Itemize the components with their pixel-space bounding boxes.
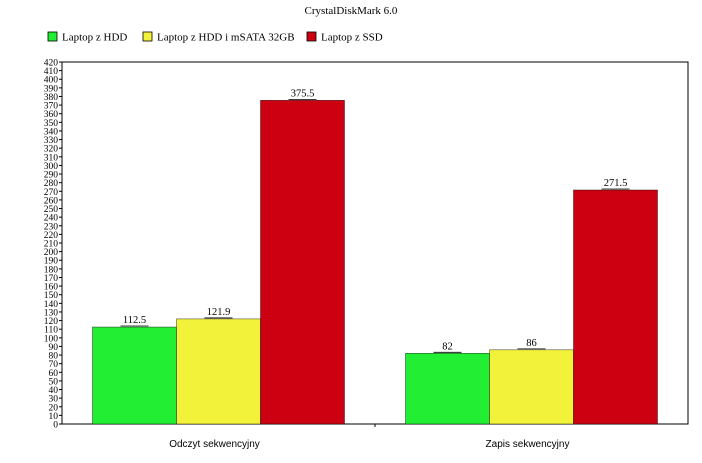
y-tick-label: 230	[44, 222, 59, 232]
y-tick-label: 50	[49, 377, 59, 387]
y-tick-label: 30	[49, 395, 59, 405]
bar	[573, 189, 658, 425]
y-tick-label: 170	[44, 274, 59, 284]
y-tick-label: 70	[49, 360, 59, 370]
y-tick-label: 400	[44, 76, 59, 86]
y-tick-label: 110	[44, 326, 58, 336]
y-tick-label: 40	[49, 386, 59, 396]
data-label: 271.5	[604, 178, 628, 189]
y-tick-label: 330	[44, 136, 59, 146]
y-tick-label: 100	[44, 334, 59, 344]
bar	[260, 100, 345, 425]
y-tick-label: 120	[44, 317, 59, 327]
bar	[405, 353, 490, 425]
bars: 112.5 121.9 375.5 82 86 271.5	[92, 88, 658, 425]
y-tick-label: 200	[44, 248, 59, 258]
data-label: 112.5	[123, 315, 146, 326]
x-tick-label: Odczyt sekwencyjny	[169, 439, 260, 450]
legend-label: Laptop z SSD	[321, 32, 383, 44]
y-tick-label: 160	[44, 283, 59, 293]
y-tick-label: 380	[44, 93, 59, 103]
y-tick-label: 150	[44, 291, 59, 301]
x-axis: Odczyt sekwencyjny Zapis sekwencyjny	[169, 424, 569, 450]
y-tick-label: 20	[49, 403, 59, 413]
y-tick-label: 190	[44, 257, 59, 267]
legend-swatch	[306, 31, 317, 42]
x-tick-label: Zapis sekwencyjny	[486, 439, 570, 450]
legend-label: Laptop z HDD i mSATA 32GB	[157, 32, 295, 44]
y-tick-label: 280	[44, 179, 59, 189]
y-tick-label: 260	[44, 196, 59, 206]
y-tick-label: 250	[44, 205, 59, 215]
chart-title: CrystalDiskMark 6.0	[305, 5, 398, 17]
data-label: 82	[442, 341, 453, 352]
y-tick-label: 0	[53, 421, 58, 431]
data-label: 375.5	[291, 88, 315, 99]
legend-swatch	[47, 31, 58, 42]
y-tick-label: 80	[49, 352, 59, 362]
bar	[176, 318, 261, 425]
y-tick-label: 180	[44, 265, 59, 275]
y-tick-label: 140	[44, 300, 59, 310]
bar	[92, 326, 177, 425]
y-axis: 0102030405060708090100110120130140150160…	[44, 59, 62, 431]
y-tick-label: 360	[44, 110, 59, 120]
legend-swatch	[142, 31, 153, 42]
y-tick-label: 310	[44, 153, 59, 163]
y-tick-label: 340	[44, 127, 59, 137]
y-tick-label: 210	[44, 240, 59, 250]
y-tick-label: 90	[49, 343, 59, 353]
y-tick-label: 220	[44, 231, 59, 241]
y-tick-label: 320	[44, 145, 59, 155]
y-tick-label: 420	[44, 59, 59, 69]
y-tick-label: 350	[44, 119, 59, 129]
y-tick-label: 390	[44, 84, 59, 94]
y-tick-label: 300	[44, 162, 59, 172]
legend-label: Laptop z HDD	[62, 32, 127, 44]
y-tick-label: 290	[44, 171, 59, 181]
y-tick-label: 130	[44, 308, 59, 318]
y-tick-label: 240	[44, 214, 59, 224]
y-tick-label: 10	[49, 412, 59, 422]
y-tick-label: 270	[44, 188, 59, 198]
bar	[489, 349, 574, 425]
data-label: 86	[526, 338, 537, 349]
y-tick-label: 370	[44, 102, 59, 112]
data-label: 121.9	[207, 307, 231, 318]
legend: Laptop z HDD Laptop z HDD i mSATA 32GB Lap…	[47, 31, 383, 44]
y-tick-label: 410	[44, 67, 59, 77]
y-tick-label: 60	[49, 369, 59, 379]
